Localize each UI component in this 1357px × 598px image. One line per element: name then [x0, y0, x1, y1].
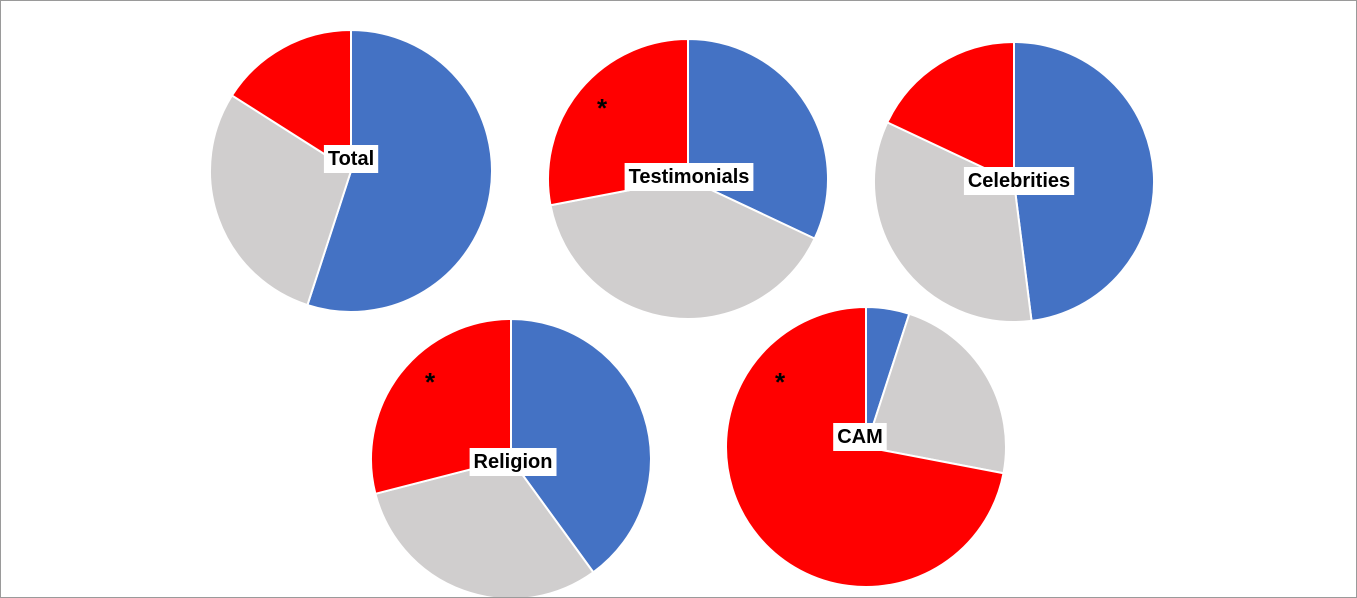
pie-label-background — [833, 423, 887, 451]
pie-label-text: CAM — [837, 426, 883, 448]
pie-slice-total-blue — [306, 29, 493, 313]
pie-label-text: Total — [328, 148, 374, 170]
pie-chart-testimonials: Testimonials * — [547, 38, 829, 320]
pie-label-background — [469, 448, 557, 476]
pie-slice-celebrities-blue — [1013, 41, 1155, 322]
pie-label-testimonials: Testimonials — [624, 163, 754, 191]
pie-label-background — [323, 145, 379, 173]
pie-label-background — [624, 163, 754, 191]
pie-slice-total-gray — [209, 94, 352, 307]
significance-asterisk: * — [597, 93, 608, 123]
pie-label-background — [963, 167, 1075, 195]
pie-slice-religion-gray — [374, 458, 595, 597]
pie-slice-celebrities-red — [886, 41, 1015, 183]
pie-chart-celebrities: Celebrities — [873, 41, 1155, 323]
pie-label-cam: CAM — [833, 423, 887, 451]
pie-label-text: Celebrities — [968, 170, 1070, 192]
significance-asterisk: * — [425, 367, 436, 397]
pie-label-total: Total — [323, 145, 379, 173]
pie-slice-cam-gray — [865, 312, 1007, 475]
pie-label-celebrities: Celebrities — [963, 167, 1075, 195]
pie-chart-total: Total — [209, 29, 493, 313]
pie-slice-total-red — [230, 29, 352, 172]
pie-label-text: Testimonials — [629, 166, 750, 188]
pie-slice-religion-blue — [510, 318, 652, 574]
pie-slice-testimonials-gray — [549, 178, 816, 320]
significance-asterisk: * — [775, 367, 786, 397]
pie-chart-religion: Religion * — [370, 318, 652, 597]
pie-chart-cam: CAM * — [725, 306, 1007, 588]
pie-label-text: Religion — [474, 451, 553, 473]
pie-label-religion: Religion — [469, 448, 557, 476]
